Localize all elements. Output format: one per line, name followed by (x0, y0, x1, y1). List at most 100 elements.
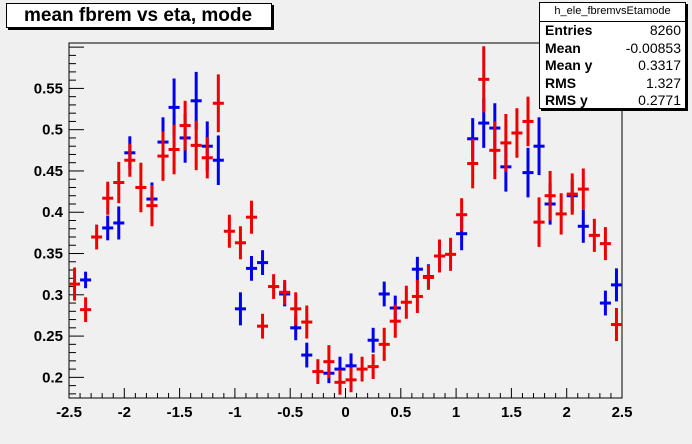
y-tick-label: 0.2 (42, 369, 63, 386)
data-point (367, 327, 379, 353)
data-point (257, 250, 269, 275)
stats-value: 0.2771 (638, 92, 681, 108)
x-tick-label: -2.5 (56, 404, 82, 421)
data-point (489, 121, 501, 180)
data-point (290, 292, 302, 326)
y-tick-label: 0.55 (34, 80, 63, 97)
data-point (113, 206, 125, 240)
stats-label: Mean y (545, 57, 593, 73)
data-point (599, 227, 611, 261)
data-point (190, 120, 202, 171)
stats-value: 0.3317 (638, 57, 681, 73)
plot-area (68, 42, 623, 399)
data-point (345, 367, 357, 393)
data-point (478, 46, 490, 113)
data-point (511, 108, 523, 158)
data-point (599, 290, 611, 316)
stats-row-rms-y: RMS y 0.2771 (540, 92, 685, 110)
data-point (179, 100, 191, 151)
data-point (212, 74, 224, 133)
data-point (544, 170, 556, 221)
data-point (356, 356, 368, 382)
stats-row-rms: RMS 1.327 (540, 75, 685, 93)
data-point (334, 369, 346, 395)
data-point (588, 218, 600, 252)
data-point (533, 197, 545, 247)
data-point (378, 281, 390, 307)
y-tick-label: 0.25 (34, 328, 63, 345)
x-tick-label: 2.5 (612, 404, 633, 421)
stats-label: RMS (545, 74, 577, 91)
stats-box: h_ele_fbremvsEtamode Entries 8260 Mean -… (539, 2, 686, 109)
data-point (610, 268, 622, 302)
x-tick-label: 1.5 (501, 404, 522, 421)
data-point (168, 124, 180, 175)
stats-label: Entries (545, 22, 593, 38)
data-point (157, 131, 169, 181)
stats-label: RMS y (545, 92, 588, 108)
data-point (467, 138, 479, 189)
data-point (301, 342, 313, 368)
data-point (124, 143, 136, 177)
data-point (245, 256, 258, 281)
data-point (279, 279, 291, 305)
y-tick-label: 0.35 (34, 246, 63, 263)
stats-row-mean: Mean -0.00853 (540, 40, 685, 58)
data-point (301, 305, 313, 339)
data-point (212, 135, 224, 185)
data-point (223, 214, 235, 248)
data-point (135, 162, 147, 213)
data-point (522, 96, 534, 147)
x-tick-label: 0.5 (390, 404, 411, 421)
data-point (245, 200, 258, 234)
data-point (400, 285, 412, 319)
data-point (367, 354, 379, 380)
series-1 (69, 46, 622, 395)
data-point (522, 147, 534, 198)
data-point (566, 173, 578, 215)
y-tick-label: 0.5 (42, 122, 63, 139)
data-point (577, 168, 589, 210)
x-tick-label: -1 (228, 404, 241, 421)
data-point (201, 137, 213, 179)
stats-row-entries: Entries 8260 (540, 22, 685, 40)
data-point (445, 237, 457, 271)
stats-value: 1.327 (645, 74, 681, 91)
x-tick-label: -0.5 (277, 404, 303, 421)
x-tick-label: 1 (452, 404, 460, 421)
data-point (80, 271, 92, 289)
x-tick-label: 2 (563, 404, 571, 421)
x-tick-label: -1.5 (167, 404, 193, 421)
data-point (91, 224, 103, 250)
data-point (323, 345, 335, 379)
data-point (610, 308, 622, 342)
stats-row-mean-y: Mean y 0.3317 (540, 57, 685, 75)
data-point (500, 114, 512, 172)
data-point (411, 279, 423, 313)
data-point (378, 327, 390, 361)
data-point (312, 359, 324, 384)
data-point (268, 274, 280, 299)
data-point (555, 193, 567, 235)
stats-value: 8260 (649, 22, 681, 38)
data-point (234, 292, 246, 326)
y-tick-label: 0.45 (34, 163, 63, 180)
stats-label: Mean (545, 39, 581, 56)
data-point (234, 226, 246, 260)
stats-histogram-name: h_ele_fbremvsEtamode (540, 3, 685, 22)
data-point (80, 297, 92, 323)
x-tick-label: 0 (341, 404, 349, 421)
data-point (69, 267, 81, 301)
data-point (422, 265, 434, 290)
data-point (146, 185, 158, 227)
data-point (411, 256, 423, 282)
data-point (433, 239, 446, 273)
y-tick-label: 0.4 (42, 204, 64, 221)
data-point (533, 117, 545, 176)
stats-value: -0.00853 (625, 39, 681, 56)
data-point (102, 181, 114, 215)
data-point (456, 198, 468, 232)
y-tick-label: 0.3 (42, 287, 63, 304)
data-point (389, 304, 401, 338)
